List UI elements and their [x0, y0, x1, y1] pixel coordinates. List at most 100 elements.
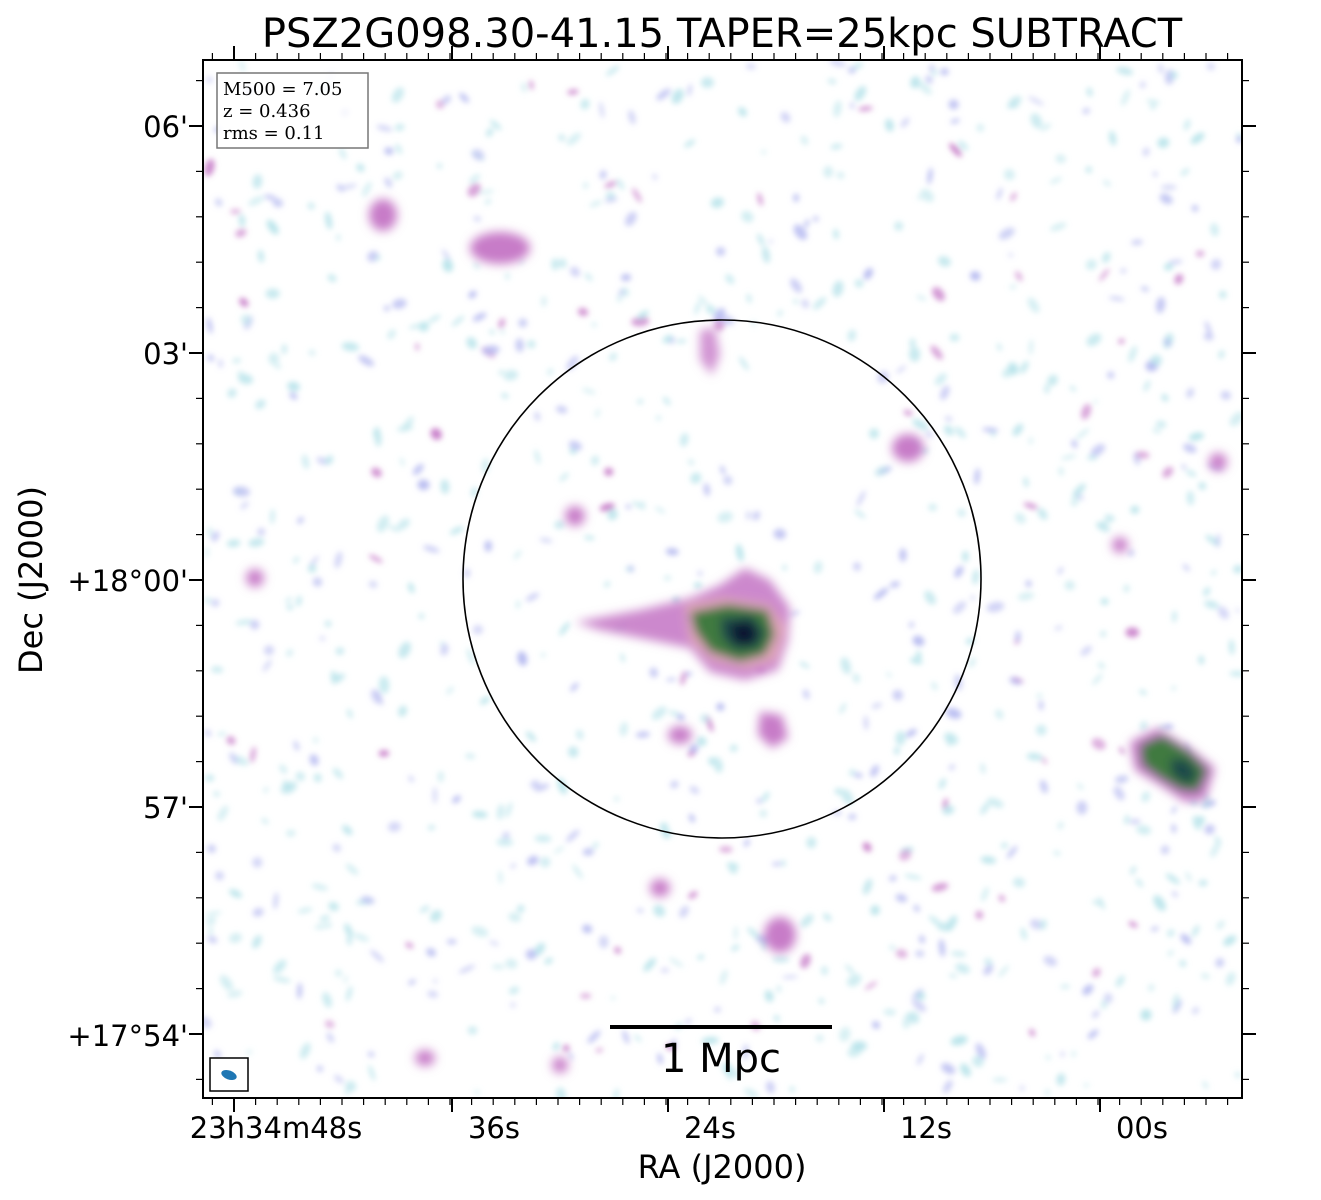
noise-blob: [699, 713, 710, 724]
noise-blob: [370, 949, 384, 963]
noise-blob: [347, 708, 353, 719]
noise-blob: [238, 214, 246, 227]
noise-blob: [1060, 984, 1070, 989]
noise-blob: [1179, 960, 1186, 967]
noise-blob: [624, 567, 633, 572]
noise-blob: [1159, 193, 1173, 205]
noise-blob: [1220, 391, 1232, 400]
noise-blob: [1044, 1089, 1050, 1096]
noise-blob: [1072, 483, 1086, 497]
noise-blob: [930, 345, 943, 360]
noise-blob: [625, 504, 631, 510]
noise-blob: [227, 388, 237, 398]
noise-blob: [227, 990, 243, 998]
noise-blob: [466, 337, 477, 349]
noise-blob: [376, 124, 393, 132]
noise-blob: [717, 511, 733, 523]
noise-blob: [614, 946, 621, 954]
noise-blob: [656, 88, 671, 101]
noise-blob: [1210, 842, 1220, 858]
noise-blob: [660, 968, 670, 973]
noise-blob: [972, 1055, 984, 1068]
noise-blob: [944, 416, 953, 422]
noise-blob: [620, 273, 632, 282]
noise-blob: [330, 670, 337, 685]
noise-blob: [316, 1065, 323, 1072]
noise-blob: [757, 192, 763, 206]
noise-blob: [541, 653, 545, 657]
noise-blob: [203, 1016, 212, 1029]
noise-blob: [558, 258, 567, 269]
noise-blob: [384, 177, 393, 188]
noise-blob: [452, 795, 461, 804]
noise-blob: [949, 333, 960, 342]
noise-blob: [480, 696, 490, 705]
noise-blob: [653, 905, 666, 917]
noise-blob: [562, 1044, 570, 1052]
scale-bar-label: 1 Mpc: [661, 1036, 781, 1082]
noise-blob: [679, 905, 689, 918]
noise-blob: [482, 345, 500, 355]
noise-blob: [555, 1087, 567, 1098]
noise-blob: [896, 365, 907, 374]
central-cluster-emission: [575, 328, 790, 748]
info-redshift: z = 0.436: [223, 101, 311, 122]
noise-blob: [912, 635, 925, 647]
noise-blob: [343, 975, 348, 984]
noise-blob: [635, 731, 650, 738]
noise-blob: [663, 575, 672, 581]
x-tick-label: 12s: [900, 1111, 952, 1145]
noise-blob: [427, 990, 439, 998]
noise-blob: [605, 191, 615, 200]
noise-blob: [332, 843, 341, 852]
noise-blob: [1166, 929, 1175, 937]
noise-blob: [1045, 1054, 1051, 1061]
noise-blob: [1081, 403, 1092, 420]
noise-blob: [206, 76, 213, 83]
noise-blob: [345, 1080, 357, 1092]
noise-blob: [1049, 222, 1067, 231]
noise-blob: [949, 143, 962, 157]
noise-blob: [284, 597, 293, 603]
noise-blob: [437, 163, 443, 169]
noise-blob: [637, 399, 644, 404]
noise-blob: [710, 197, 724, 208]
noise-blob: [1091, 900, 1104, 906]
noise-blob: [1009, 284, 1017, 290]
noise-blob: [1053, 850, 1061, 856]
noise-blob: [1058, 467, 1064, 476]
noise-blob: [823, 166, 834, 178]
noise-blob: [344, 923, 353, 937]
noise-blob: [521, 82, 527, 93]
noise-blob: [1026, 753, 1043, 761]
noise-blob: [1163, 724, 1174, 730]
noise-blob: [263, 787, 268, 793]
noise-blob: [252, 174, 263, 189]
noise-blob: [207, 844, 216, 853]
noise-blob: [863, 715, 869, 731]
noise-blob: [909, 346, 921, 362]
noise-blob: [485, 198, 491, 205]
noise-blob: [854, 509, 866, 519]
noise-blob: [388, 525, 400, 532]
noise-blob: [598, 935, 609, 949]
noise-blob: [1076, 800, 1088, 815]
noise-blob: [1099, 268, 1110, 282]
noise-blob: [915, 651, 922, 660]
noise-blob: [204, 158, 215, 177]
noise-blob: [1198, 879, 1208, 887]
noise-blob: [498, 318, 506, 329]
noise-blob: [557, 777, 567, 795]
noise-blob: [316, 457, 329, 465]
noise-blob: [377, 515, 389, 533]
noise-blob: [889, 581, 900, 588]
noise-blob: [427, 314, 441, 323]
noise-blob: [868, 428, 880, 439]
noise-blob: [1162, 466, 1174, 478]
noise-blob: [1205, 321, 1212, 336]
noise-blob: [1049, 177, 1062, 184]
noise-blob: [327, 274, 337, 282]
noise-blob: [864, 981, 878, 990]
noise-blob: [943, 425, 954, 436]
noise-blob: [972, 569, 979, 585]
